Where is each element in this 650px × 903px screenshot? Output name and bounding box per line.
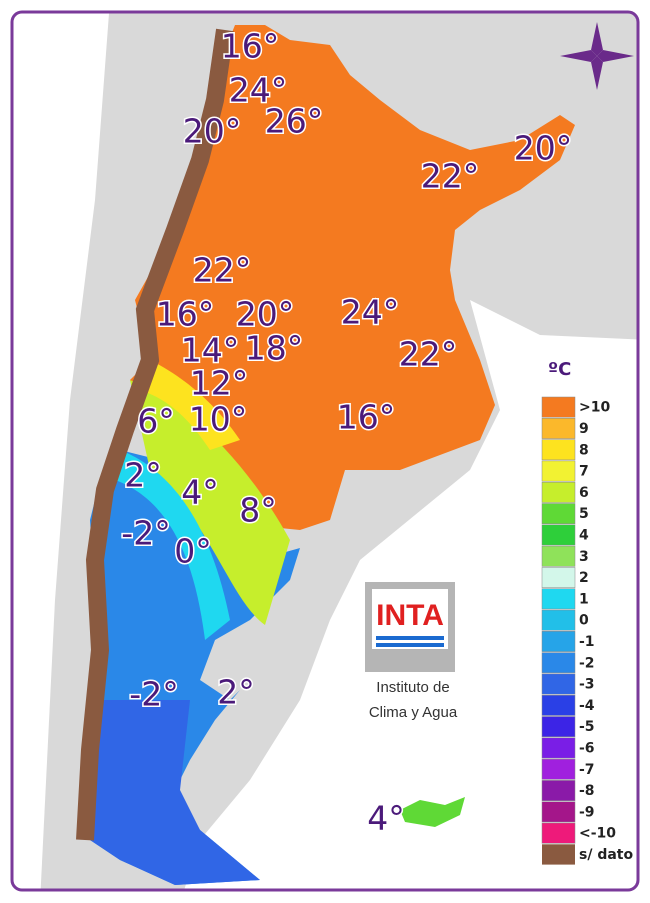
isotherm-label: 26° — [265, 102, 324, 141]
legend-label: -2 — [579, 655, 595, 671]
isotherm-label: 4° — [181, 473, 219, 512]
legend-label: 7 — [579, 464, 589, 480]
region-warm — [130, 25, 575, 530]
isotherm-label: 22° — [193, 251, 252, 290]
legend-swatch — [541, 737, 576, 759]
legend-label: -6 — [579, 740, 595, 756]
logo-stripe — [376, 636, 444, 640]
legend-label: 8 — [579, 442, 589, 458]
legend-swatch — [541, 716, 576, 738]
islands — [400, 797, 465, 827]
band-deep — [90, 700, 260, 885]
band-mild — [130, 380, 290, 625]
legend-label: s/ dato — [579, 847, 633, 863]
isotherm-label: 2° — [124, 456, 162, 495]
isotherm-label: 20° — [514, 129, 573, 168]
logo: INTA Instituto de Clima y Agua — [365, 582, 458, 721]
legend-swatch — [541, 418, 576, 439]
isotherm-label: 22° — [399, 335, 458, 374]
legend-label: -3 — [579, 677, 595, 693]
legend-swatch — [541, 396, 576, 418]
legend-swatch — [541, 673, 576, 695]
logo-stripe — [376, 643, 444, 647]
no-data-strip — [76, 28, 234, 841]
legend-swatch — [541, 439, 576, 461]
legend-label: 4 — [579, 527, 589, 543]
legend-swatch — [542, 844, 575, 865]
isotherm-label: 4° — [367, 799, 405, 838]
legend-swatch — [541, 524, 576, 546]
isotherm-label: 14° — [181, 331, 240, 370]
isotherm-label: 6° — [137, 402, 175, 441]
isotherm-label: 20° — [183, 112, 242, 151]
compass — [560, 22, 634, 90]
isotherm-label: 18° — [245, 329, 304, 368]
frame — [10, 10, 640, 892]
legend-label: -5 — [579, 719, 595, 735]
legend-label: >10 — [579, 400, 610, 416]
legend-label: 2 — [579, 570, 589, 586]
isotherm-label: -2° — [121, 514, 170, 553]
legend-swatch — [541, 822, 576, 844]
isotherm-label: 20° — [236, 295, 295, 334]
isotherm-label: 22° — [421, 157, 480, 196]
isotherm-label: -2° — [129, 675, 178, 714]
legend-label: -9 — [579, 804, 595, 820]
legend-label: 5 — [579, 506, 589, 522]
legend-swatch — [541, 758, 576, 780]
isotherm-label: 24° — [229, 71, 288, 110]
legend-title: ºC — [548, 359, 571, 380]
legend-label: -4 — [579, 698, 595, 714]
isotherm-labels: 16°24°20° 26°22°20°22°16° 20° 24°14° 18° 22°1… — [120, 25, 574, 839]
logo-caption: Clima y Agua — [369, 704, 458, 721]
legend-swatch — [541, 631, 576, 652]
isotherm-label: 16° — [337, 398, 396, 437]
legend-label: 3 — [579, 549, 589, 565]
legend-label: 6 — [579, 485, 589, 501]
legend-label: -8 — [579, 783, 595, 799]
isotherm-label: 10° — [189, 400, 248, 439]
legend-swatch — [541, 481, 576, 503]
legend-label: 0 — [579, 613, 589, 629]
legend-swatch — [541, 588, 576, 610]
logo-caption: Instituto de — [376, 679, 449, 696]
legend-swatch — [541, 460, 576, 482]
legend-swatch — [541, 694, 576, 716]
legend-swatch — [541, 780, 576, 801]
logo-text: INTA — [376, 599, 444, 632]
isotherm-label: 16° — [156, 295, 215, 334]
legend: >10 9 8 7 6 5 4 3 2 1 0 -1 -2 -3 -4 -5 -6 -7 -8 -9 <-10 s/ da… — [541, 396, 633, 865]
legend-swatch — [541, 503, 576, 525]
legend-label: 9 — [579, 421, 589, 437]
legend-label: <-10 — [579, 826, 616, 842]
isotherm-label: 0° — [174, 532, 212, 571]
isotherm-label: 16° — [221, 27, 280, 66]
legend-swatch — [541, 801, 576, 823]
isotherm-label: 24° — [341, 293, 400, 332]
pacific-ocean — [12, 12, 110, 890]
legend-label: 1 — [579, 591, 589, 607]
legend-label: -7 — [579, 762, 595, 778]
legend-swatch — [541, 609, 576, 631]
isotherm-label: 2° — [217, 673, 255, 712]
isotherm-label: 8° — [239, 491, 277, 530]
legend-swatch — [541, 545, 576, 567]
band-cyan — [115, 450, 230, 640]
legend-label: -1 — [579, 634, 595, 650]
isotherm-label: 12° — [190, 364, 249, 403]
legend-swatch — [541, 567, 576, 588]
band-yellow — [140, 360, 240, 450]
legend-swatch — [541, 652, 576, 674]
